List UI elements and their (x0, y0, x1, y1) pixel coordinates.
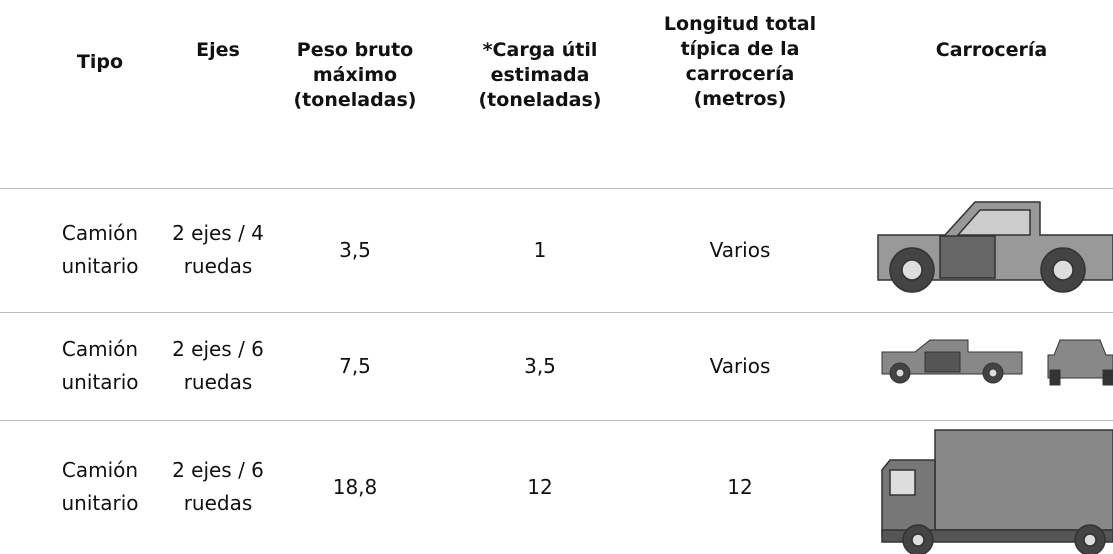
table-cell: 12 (650, 420, 830, 554)
header-cell: Peso bruto máximo (toneladas) (282, 38, 428, 198)
table-cell: Camión unitario (45, 188, 155, 312)
table-cell: Varios (650, 188, 830, 312)
header-cell: Ejes (168, 38, 268, 198)
header-cell: Longitud total típica de la carrocería (… (650, 12, 830, 172)
table-cell: Camión unitario (45, 312, 155, 420)
page: (() => { const data = JSON.parse(documen… (0, 0, 1113, 554)
header-cell: Carrocería (870, 38, 1113, 198)
table-cell: 2 ejes / 4 ruedas (168, 188, 268, 312)
table-cell: 7,5 (282, 312, 428, 420)
pickup-truck (878, 202, 1113, 292)
header-cell: Tipo (45, 50, 155, 210)
header-cell: *Carga útil estimada (toneladas) (455, 38, 625, 198)
table-cell: 3,5 (282, 188, 428, 312)
table-cell: 2 ejes / 6 ruedas (168, 420, 268, 554)
box-truck (882, 430, 1113, 554)
table-cell: 1 (455, 188, 625, 312)
table-cell: Varios (650, 312, 830, 420)
table-cell: 18,8 (282, 420, 428, 554)
pickup-truck-small (882, 340, 1113, 385)
table-cell: Camión unitario (45, 420, 155, 554)
table-cell: 3,5 (455, 312, 625, 420)
table-cell: 2 ejes / 6 ruedas (168, 312, 268, 420)
table-cell: 12 (455, 420, 625, 554)
